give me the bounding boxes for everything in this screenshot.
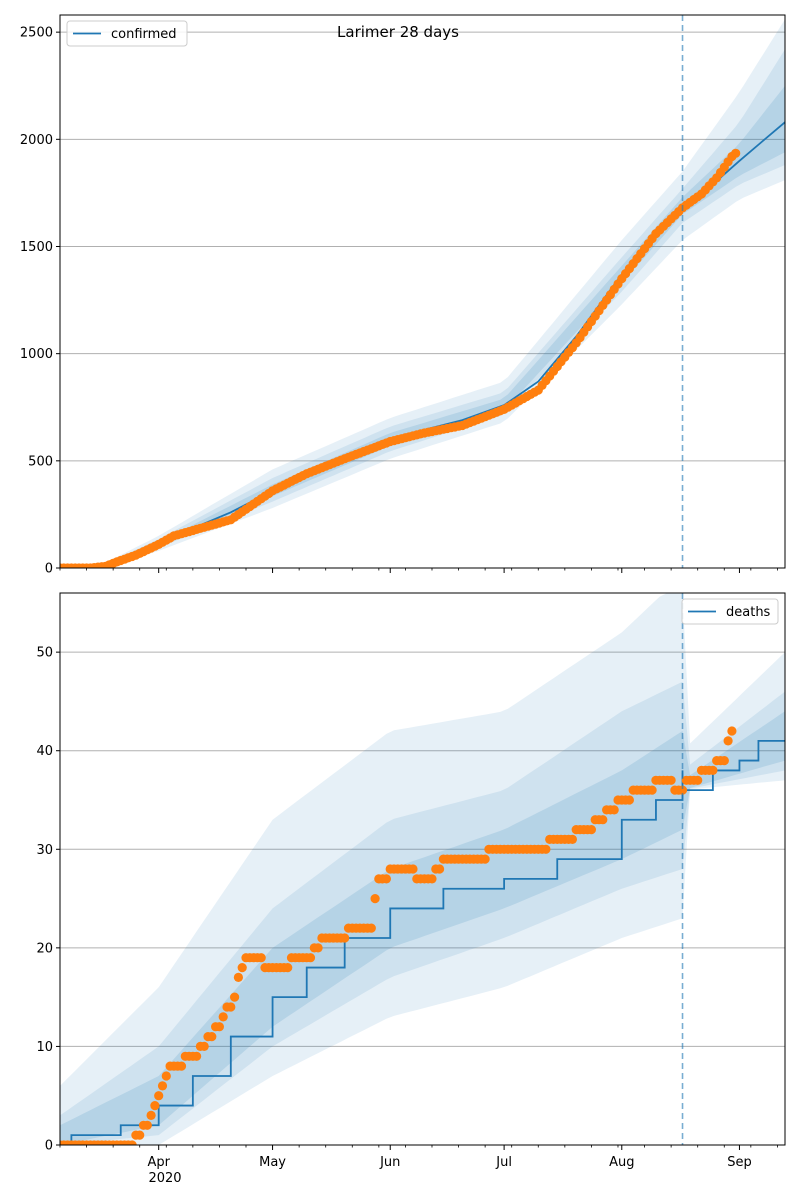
observed-point [214, 1022, 224, 1032]
observed-point [237, 963, 247, 973]
axes-frame [59, 14, 786, 569]
observed-point [609, 805, 619, 815]
deaths-panel: 0 10 20 30 40 50 Apr May Jun Jul Aug Sep deaths [36, 592, 786, 1170]
chart-title: Larimer 28 days [337, 23, 459, 41]
observed-point [677, 785, 688, 795]
observed-point [305, 953, 316, 963]
observed-point [693, 775, 703, 785]
observed-point [135, 1130, 145, 1140]
observed-point [427, 874, 437, 884]
observed-point [647, 785, 657, 795]
observed-point [598, 815, 608, 825]
observed-point [233, 972, 243, 983]
observed-point [313, 943, 323, 953]
x-tick-label: Jul [495, 1155, 512, 1170]
y-tick-label: 40 [36, 744, 53, 759]
observed-point [192, 1051, 202, 1061]
observed-point [731, 148, 741, 158]
y-tick-label: 500 [28, 454, 53, 469]
x-tick-label: May [259, 1155, 286, 1170]
x-tick-label: Jun [379, 1155, 400, 1170]
y-tick-label: 1000 [20, 347, 53, 362]
legend-label: confirmed [111, 27, 177, 42]
y-tick-label: 0 [45, 562, 53, 577]
confirmed-panel: 0 500 1000 1500 2000 2500 confirmed [20, 14, 786, 577]
observed-point [708, 765, 718, 776]
observed-point [480, 854, 490, 864]
observed-point [218, 1012, 228, 1022]
y-tick-label: 1500 [20, 240, 53, 255]
observed-point [127, 1140, 137, 1145]
y-tick-label: 50 [36, 646, 53, 661]
legend-box [681, 598, 779, 625]
observed-point [586, 825, 597, 835]
observed-point [435, 864, 445, 874]
plot-area [60, 19, 785, 568]
observed-point [142, 1120, 152, 1130]
legend-label: deaths [726, 605, 771, 620]
plot-area [60, 593, 785, 1145]
observed-point [408, 864, 418, 874]
x-tick-label: Apr [147, 1155, 170, 1170]
y-tick-label: 30 [36, 843, 53, 858]
band-middle [60, 681, 785, 1145]
axes-frame [59, 592, 786, 1146]
y-tick-label: 2500 [20, 26, 53, 41]
legend: deaths [681, 598, 779, 625]
observed-point [150, 1101, 160, 1111]
observed-point [366, 923, 376, 933]
observed-point [161, 1071, 171, 1081]
y-tick-label: 0 [45, 1139, 53, 1154]
observed-point [230, 992, 240, 1002]
observed-point [176, 1061, 187, 1071]
observed-point [283, 963, 293, 973]
y-tick-label: 2000 [20, 133, 53, 148]
observed-point [199, 1041, 209, 1051]
y-tick-label: 20 [36, 941, 53, 956]
observed-point [567, 834, 578, 845]
observed-point [723, 736, 733, 746]
band-outer [60, 19, 785, 568]
x-tick-label: Sep [727, 1155, 752, 1170]
observed-point [256, 953, 266, 963]
observed-point [146, 1110, 156, 1120]
observed-point [154, 1091, 164, 1101]
observed-point [541, 844, 551, 854]
observed-point [727, 726, 737, 736]
legend: confirmed [66, 20, 188, 47]
observed-point [226, 1002, 236, 1012]
year-label: 2020 [148, 1171, 181, 1186]
legend-box [66, 20, 188, 47]
y-tick-label: 10 [36, 1040, 53, 1055]
observed-point [719, 756, 729, 766]
observed-point [340, 933, 350, 943]
band-outer [60, 593, 785, 1145]
observed-point [207, 1032, 217, 1042]
observed-point [157, 1081, 168, 1091]
deaths-line [60, 739, 785, 1145]
x-tick-label: Aug [609, 1155, 634, 1170]
observed-point [666, 775, 676, 785]
observed-point [370, 894, 380, 904]
band-inner [60, 85, 785, 568]
observed-point [381, 874, 391, 884]
band-middle [60, 49, 785, 568]
observed-point [624, 795, 635, 805]
